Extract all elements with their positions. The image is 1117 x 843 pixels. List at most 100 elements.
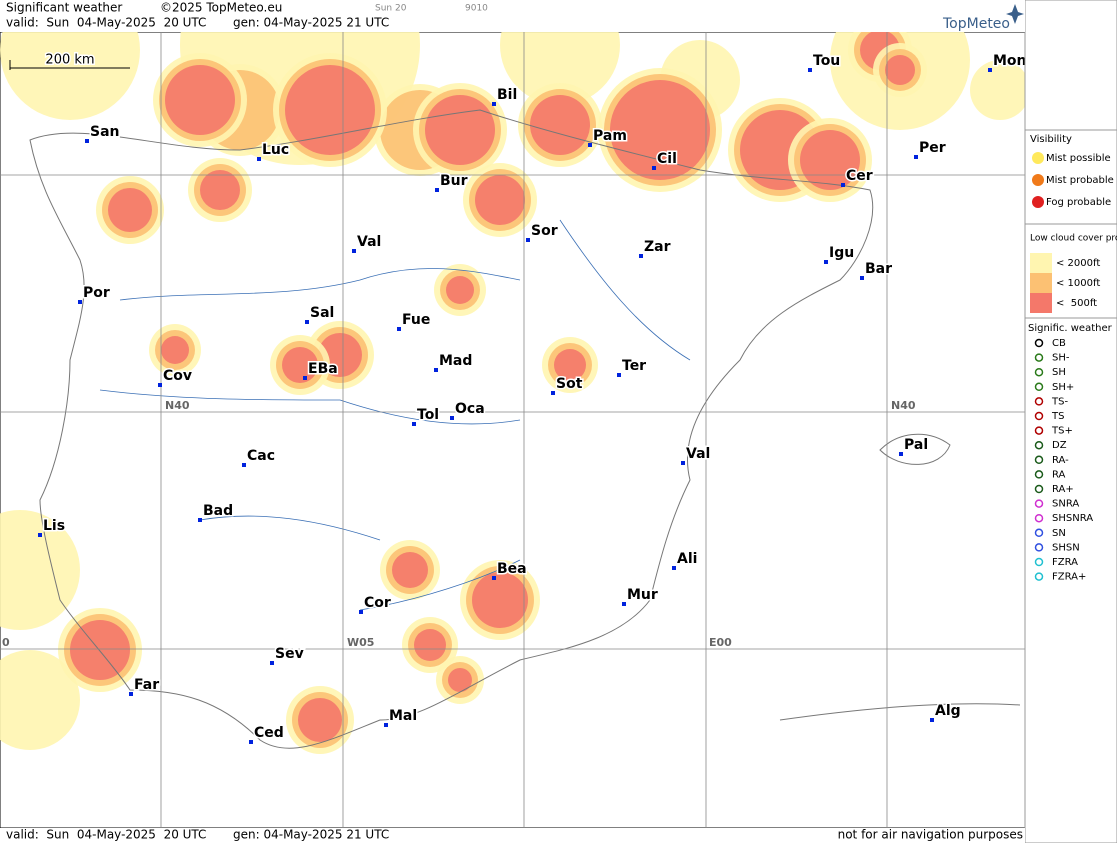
city-label: Val: [686, 446, 710, 462]
title: Significant weather: [6, 1, 122, 15]
city-marker: [434, 368, 438, 372]
weather-area: [475, 175, 525, 225]
city-label: Ter: [622, 358, 646, 374]
weather-symbol: [1034, 572, 1044, 581]
weather-symbol: [1034, 484, 1044, 494]
city-marker: [988, 68, 992, 72]
footer-bar: [0, 828, 1025, 843]
legend-item: RA+: [1052, 484, 1074, 495]
legend-item: Mist possible: [1046, 153, 1111, 164]
weather-area: [282, 347, 318, 383]
city-label: Zar: [644, 239, 671, 255]
city-label: Sor: [531, 223, 558, 239]
weather-symbol: [1034, 455, 1044, 465]
coastline: [29, 109, 874, 749]
footer-note: not for air navigation purposes: [838, 828, 1023, 842]
weather-area: [161, 336, 189, 364]
legend-item: SH: [1052, 367, 1066, 378]
city-marker: [359, 610, 363, 614]
weather-symbol: [1034, 367, 1044, 377]
city-label: Bad: [203, 503, 233, 519]
weather-area: [200, 170, 240, 210]
city-label: Cac: [247, 448, 275, 464]
city-label: Per: [919, 140, 946, 156]
weather-area: [530, 95, 590, 155]
visibility-symbol: [1032, 174, 1044, 186]
city-label: Fue: [402, 312, 430, 328]
city-label: Sev: [275, 646, 304, 662]
legend-item: CB: [1052, 338, 1066, 349]
city-marker: [85, 139, 89, 143]
logo: TopMeteo: [942, 16, 1010, 32]
low-cloud-swatch: [1030, 293, 1052, 313]
copyright: ©2025 TopMeteo.eu: [160, 1, 282, 15]
visibility-symbol: [1032, 196, 1044, 208]
weather-area: [108, 188, 152, 232]
city-label: Pal: [904, 437, 928, 453]
legend-item: TS: [1051, 411, 1064, 422]
city-label: Pam: [593, 128, 627, 144]
weather-symbol: [1034, 426, 1044, 435]
city-marker: [914, 155, 918, 159]
weather-symbol: [1034, 397, 1044, 406]
city-marker: [930, 718, 934, 722]
city-label: Tol: [417, 407, 439, 423]
city-marker: [672, 566, 676, 570]
low-cloud-swatch: [1030, 253, 1052, 273]
weather-area: [285, 65, 375, 155]
city-label: Mur: [627, 587, 658, 603]
city-label: Sal: [310, 305, 334, 321]
city-label: Ali: [677, 551, 697, 567]
city-label: Ced: [254, 725, 284, 741]
weather-symbol: [1034, 382, 1044, 392]
legend-panel: [1024, 0, 1117, 843]
city-marker: [681, 461, 685, 465]
city-marker: [257, 157, 261, 161]
weather-symbol: [1034, 499, 1044, 508]
weather-area: [392, 552, 428, 588]
legend-item: TS-: [1051, 396, 1068, 407]
city-marker: [860, 276, 864, 280]
legend-item: SNRA: [1052, 499, 1079, 510]
city-label: Mad: [439, 353, 472, 369]
weather-symbol: [1034, 353, 1044, 362]
city-marker: [824, 260, 828, 264]
header-bar: [0, 0, 1025, 32]
legend: Visibility Mist possible Mist probable Fog …: [1025, 129, 1117, 583]
legend-item: RA-: [1052, 455, 1069, 466]
city-label: Cil: [657, 151, 677, 167]
city-label: Val: [357, 234, 381, 250]
city-marker: [198, 518, 202, 522]
weather-area: [446, 276, 474, 304]
city-marker: [384, 723, 388, 727]
weather-symbol: [1034, 338, 1044, 348]
city-label: Cov: [163, 368, 192, 384]
city-marker: [249, 740, 253, 744]
legend-item: SN: [1052, 528, 1066, 539]
legend-item: SHSN: [1052, 542, 1080, 553]
city-marker: [492, 102, 496, 106]
grid-label: N40: [891, 399, 916, 412]
cities: San Luc Bil Pam Cil Tou Mon Per Cer Bur Sor Zar Igu B…: [38, 52, 1028, 744]
grid-label: N40: [165, 399, 190, 412]
city-marker: [588, 143, 592, 147]
valid: valid: Sun 04-May-2025 20 UTC: [6, 16, 206, 30]
city-marker: [450, 416, 454, 420]
generated: gen: 04-May-2025 21 UTC: [233, 16, 389, 30]
city-label: San: [90, 124, 120, 140]
city-marker: [492, 576, 496, 580]
city-marker: [129, 692, 133, 696]
footer-generated: gen: 04-May-2025 21 UTC: [233, 828, 389, 842]
city-marker: [305, 320, 309, 324]
city-marker: [435, 188, 439, 192]
city-marker: [551, 391, 555, 395]
city-marker: [158, 383, 162, 387]
weather-symbol: [1034, 557, 1044, 567]
weather-symbol: [1034, 440, 1044, 450]
island-coast: [879, 433, 951, 465]
city-marker: [303, 376, 307, 380]
city-label: Far: [134, 677, 159, 693]
weather-symbol: [1034, 543, 1044, 552]
weather-area: [298, 698, 342, 742]
